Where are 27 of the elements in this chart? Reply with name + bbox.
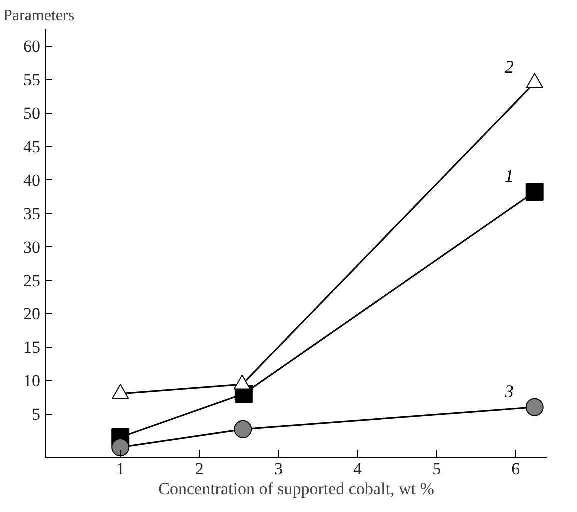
series-label: 1 (504, 166, 514, 186)
y-tick-label: 45 (24, 138, 40, 157)
series-label: 3 (504, 381, 514, 402)
y-tick-label: 30 (24, 238, 40, 257)
x-tick-label: 6 (512, 460, 520, 478)
y-tick-label: 10 (24, 372, 40, 391)
y-tick-label: 15 (24, 338, 40, 358)
y-tick-label: 55 (24, 70, 40, 90)
x-axis-title: Concentration of supported cobalt, wt % (158, 480, 434, 498)
y-tick-label: 5 (32, 405, 40, 424)
x-tick-label: 2 (195, 460, 204, 478)
x-tick-label: 4 (354, 460, 363, 478)
point (112, 438, 130, 456)
y-tick-label: 20 (24, 304, 40, 324)
y-axis-title: Parameters (4, 8, 75, 24)
x-tick-label: 5 (432, 460, 442, 478)
point (526, 398, 544, 416)
point (234, 420, 252, 438)
series-label: 2 (504, 57, 514, 77)
point (526, 73, 544, 88)
x-tick-label: 1 (116, 460, 125, 478)
y-tick-label: 35 (24, 204, 40, 224)
x-tick-label: 3 (274, 460, 283, 478)
y-tick-label: 50 (24, 104, 40, 124)
y-tick-label: 40 (24, 170, 40, 190)
y-tick-label: 25 (24, 271, 40, 290)
y-tick-label: 60 (24, 37, 40, 56)
